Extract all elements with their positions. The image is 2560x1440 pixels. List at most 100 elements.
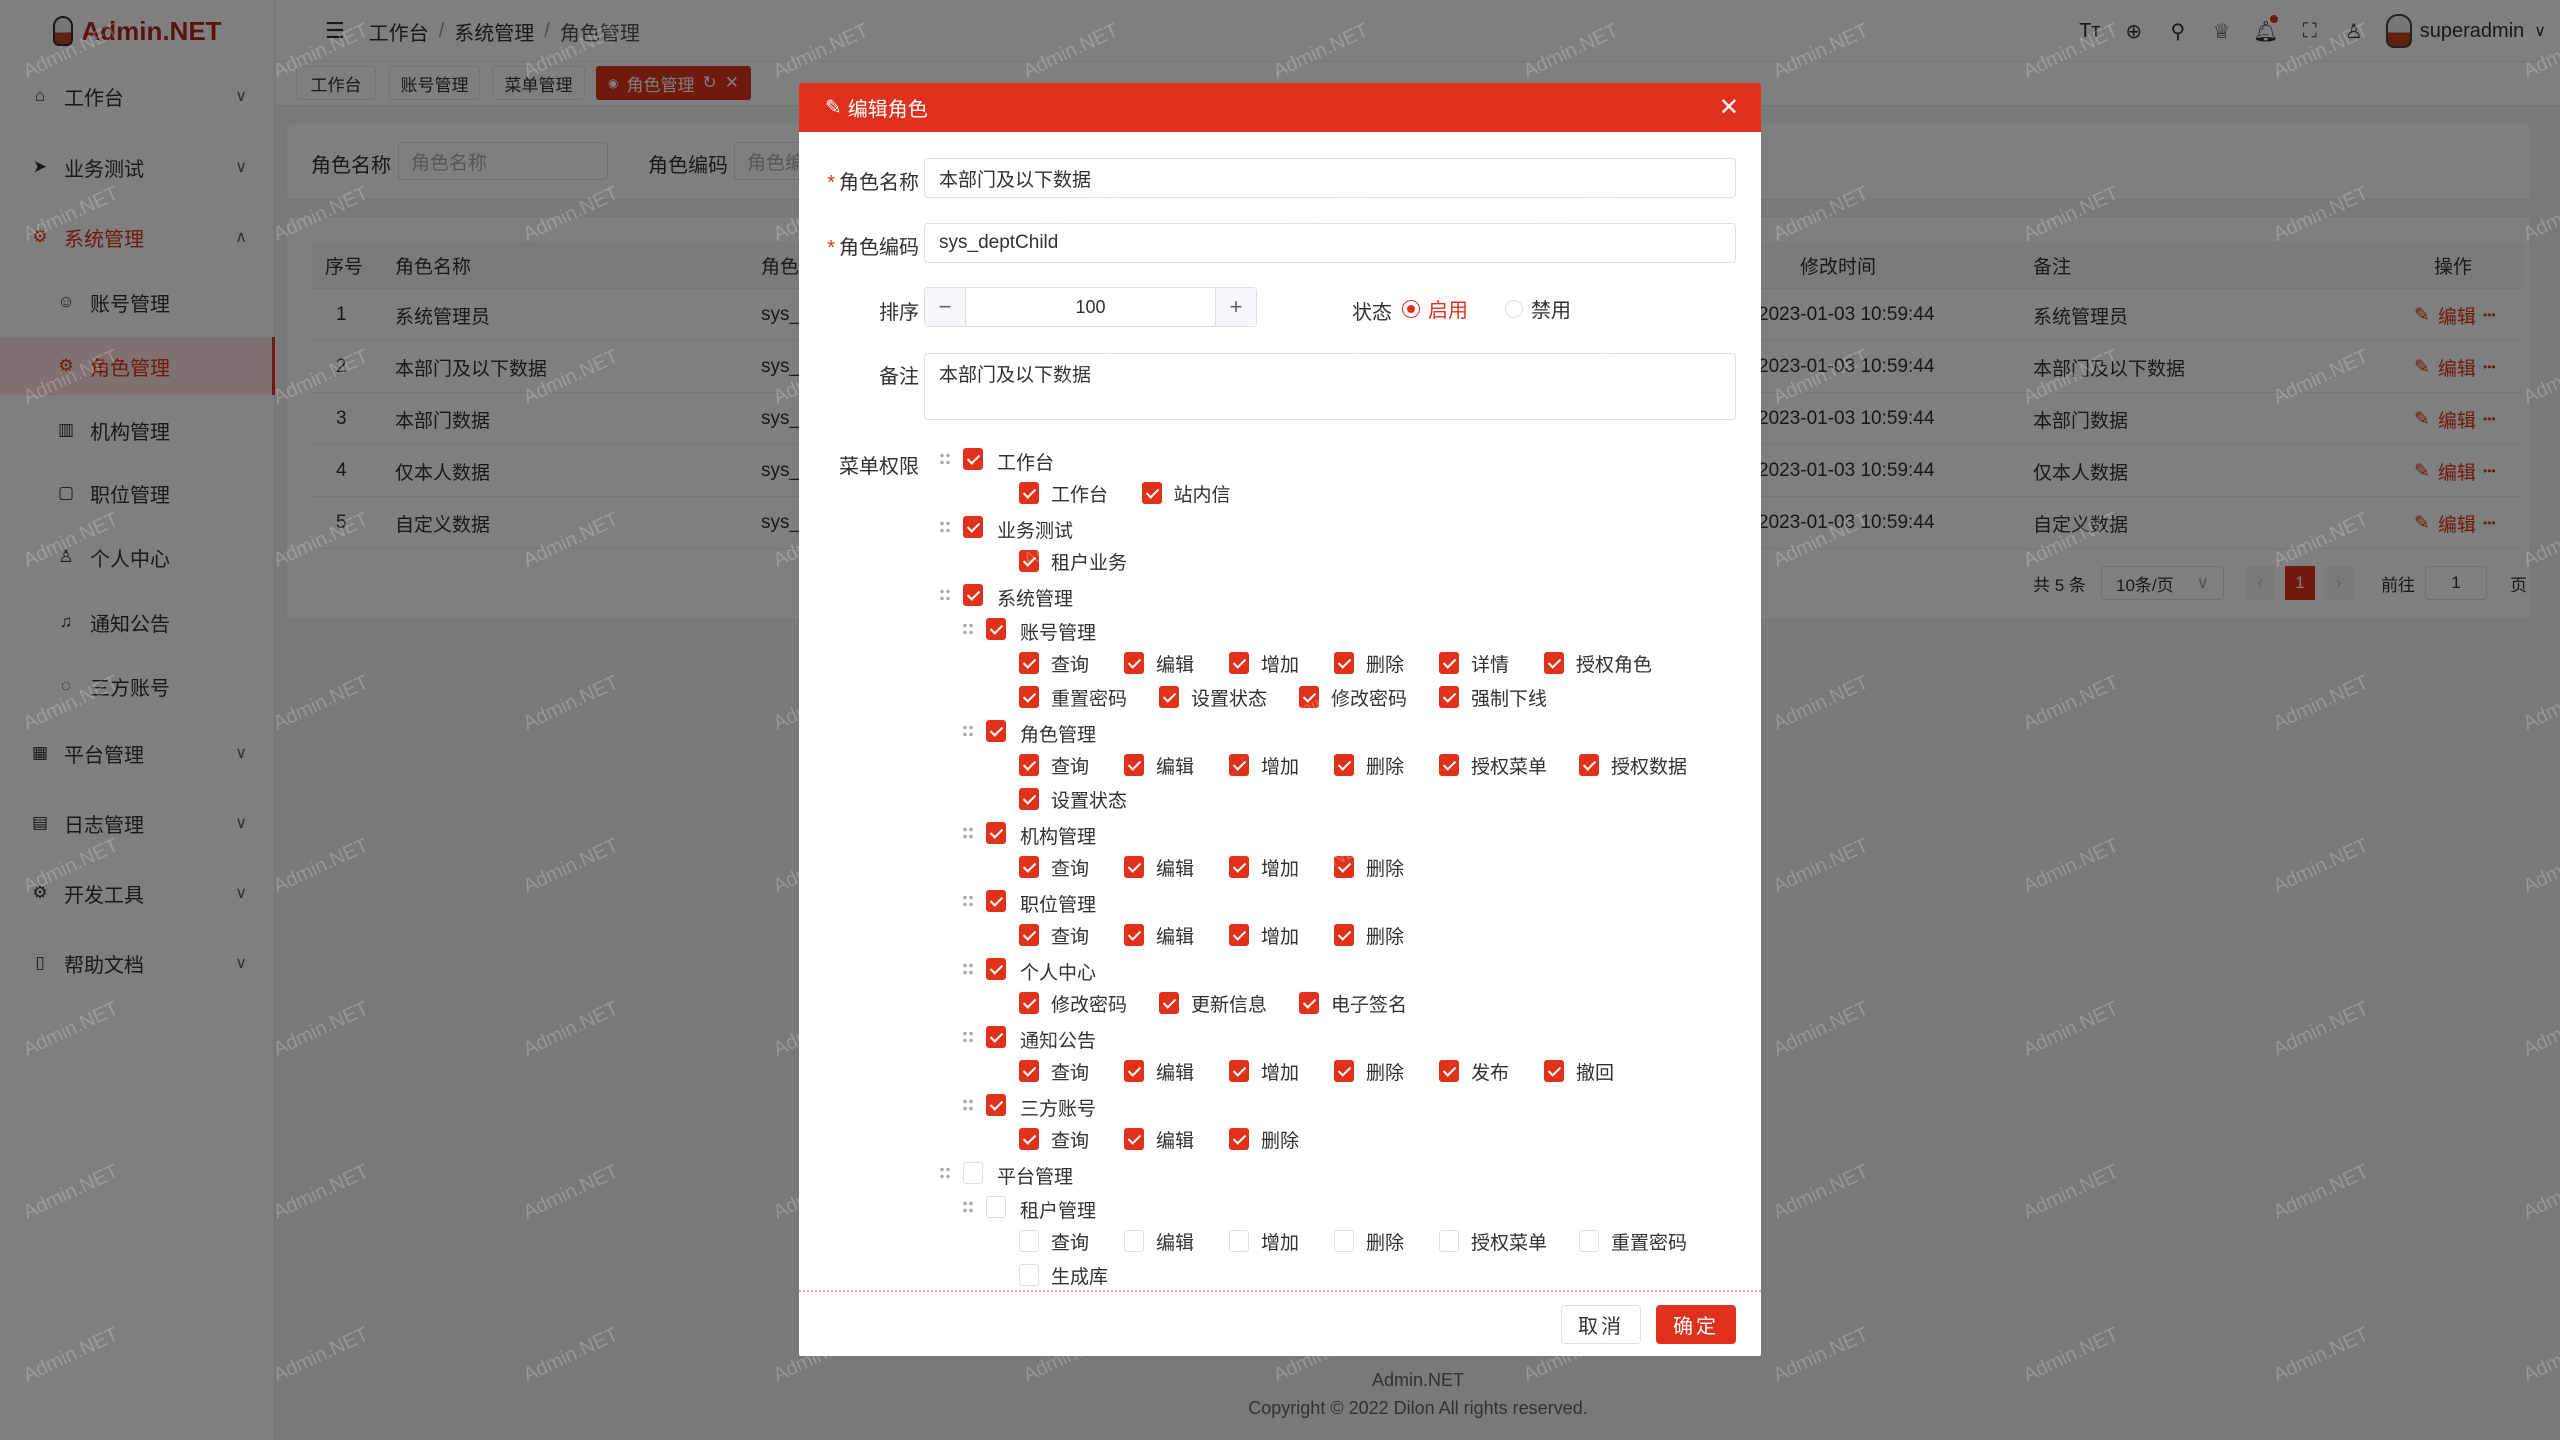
checkbox-checked[interactable]: [963, 584, 983, 606]
checkbox-checked[interactable]: [986, 1094, 1006, 1116]
increment-button[interactable]: +: [1216, 288, 1256, 326]
tree-leaf-item[interactable]: 修改密码: [1019, 986, 1159, 1020]
tree-leaf-item[interactable]: 删除: [1334, 1054, 1439, 1088]
checkbox-checked[interactable]: [1124, 652, 1144, 674]
tree-node[interactable]: 通知公告: [939, 1020, 1761, 1054]
checkbox-checked[interactable]: [1019, 856, 1039, 878]
checkbox-checked[interactable]: [1019, 1060, 1039, 1082]
tree-leaf-item[interactable]: 删除: [1229, 1122, 1334, 1156]
tree-leaf-item[interactable]: 设置状态: [1159, 680, 1299, 714]
drag-handle-icon[interactable]: [962, 894, 974, 908]
tree-leaf-item[interactable]: 电子签名: [1299, 986, 1439, 1020]
tree-leaf-item[interactable]: 增加: [1229, 850, 1334, 884]
checkbox-checked[interactable]: [1159, 992, 1179, 1014]
tree-leaf-item[interactable]: 编辑: [1124, 850, 1229, 884]
order-input[interactable]: 100: [965, 288, 1216, 326]
checkbox-checked[interactable]: [963, 448, 983, 470]
checkbox-checked[interactable]: [1019, 686, 1039, 708]
tree-leaf-item[interactable]: 删除: [1334, 748, 1439, 782]
tree-leaf-item[interactable]: 编辑: [1124, 748, 1229, 782]
tree-leaf-item[interactable]: 删除: [1334, 850, 1439, 884]
checkbox-checked[interactable]: [963, 516, 983, 538]
checkbox-unchecked[interactable]: [1019, 1230, 1039, 1252]
drag-handle-icon[interactable]: [962, 622, 974, 636]
decrement-button[interactable]: −: [925, 288, 965, 326]
tree-node[interactable]: 账号管理: [939, 612, 1761, 646]
tree-leaf-item[interactable]: 生成库: [1019, 1258, 1142, 1292]
tree-leaf-item[interactable]: 编辑: [1124, 1122, 1229, 1156]
checkbox-checked[interactable]: [1334, 1060, 1354, 1082]
drag-handle-icon[interactable]: [962, 826, 974, 840]
tree-leaf-item[interactable]: 修改密码: [1299, 680, 1439, 714]
tree-leaf-item[interactable]: 站内信: [1141, 476, 1265, 510]
checkbox-unchecked[interactable]: [1229, 1230, 1249, 1252]
tree-leaf-item[interactable]: 删除: [1334, 646, 1439, 680]
tree-leaf-item[interactable]: 查询: [1019, 748, 1124, 782]
tree-node[interactable]: 机构管理: [939, 816, 1761, 850]
checkbox-checked[interactable]: [1439, 652, 1459, 674]
tree-leaf-item[interactable]: 授权菜单: [1439, 748, 1579, 782]
tree-node[interactable]: 角色管理: [939, 714, 1761, 748]
checkbox-checked[interactable]: [986, 720, 1006, 742]
tree-node[interactable]: 平台管理: [939, 1156, 1761, 1190]
tree-leaf-item[interactable]: 增加: [1229, 1054, 1334, 1088]
tree-leaf-item[interactable]: 查询: [1019, 1224, 1124, 1258]
checkbox-checked[interactable]: [1439, 1060, 1459, 1082]
checkbox-unchecked[interactable]: [1334, 1230, 1354, 1252]
tree-leaf-item[interactable]: 重置密码: [1019, 680, 1159, 714]
checkbox-checked[interactable]: [1124, 924, 1144, 946]
confirm-button[interactable]: 确定: [1656, 1305, 1736, 1344]
checkbox-checked[interactable]: [1124, 1060, 1144, 1082]
checkbox-checked[interactable]: [1124, 1128, 1144, 1150]
tree-node[interactable]: 个人中心: [939, 952, 1761, 986]
checkbox-checked[interactable]: [986, 958, 1006, 980]
checkbox-checked[interactable]: [1544, 1060, 1564, 1082]
drag-handle-icon[interactable]: [939, 452, 951, 466]
drag-handle-icon[interactable]: [939, 520, 951, 534]
drag-handle-icon[interactable]: [939, 1166, 951, 1180]
drag-handle-icon[interactable]: [962, 1098, 974, 1112]
checkbox-checked[interactable]: [1229, 652, 1249, 674]
checkbox-checked[interactable]: [1229, 754, 1249, 776]
checkbox-checked[interactable]: [1019, 924, 1039, 946]
checkbox-checked[interactable]: [1579, 754, 1599, 776]
tree-leaf-item[interactable]: 授权菜单: [1439, 1224, 1579, 1258]
checkbox-checked[interactable]: [1229, 856, 1249, 878]
tree-leaf-item[interactable]: 查询: [1019, 1054, 1124, 1088]
checkbox-checked[interactable]: [1439, 754, 1459, 776]
checkbox-checked[interactable]: [1159, 686, 1179, 708]
checkbox-unchecked[interactable]: [1439, 1230, 1459, 1252]
tree-leaf-item[interactable]: 详情: [1439, 646, 1544, 680]
checkbox-checked[interactable]: [1544, 652, 1564, 674]
tree-leaf-item[interactable]: 编辑: [1124, 1224, 1229, 1258]
checkbox-checked[interactable]: [1124, 754, 1144, 776]
drag-handle-icon[interactable]: [962, 962, 974, 976]
checkbox-unchecked[interactable]: [1579, 1230, 1599, 1252]
drag-handle-icon[interactable]: [962, 1030, 974, 1044]
checkbox-checked[interactable]: [1019, 550, 1039, 572]
checkbox-checked[interactable]: [986, 618, 1006, 640]
dialog-close-icon[interactable]: ✕: [1718, 94, 1739, 121]
checkbox-checked[interactable]: [1299, 686, 1319, 708]
tree-leaf-item[interactable]: 查询: [1019, 850, 1124, 884]
tree-leaf-item[interactable]: 授权角色: [1544, 646, 1684, 680]
role-name-field[interactable]: 本部门及以下数据: [924, 158, 1736, 198]
tree-leaf-item[interactable]: 设置状态: [1019, 782, 1159, 816]
tree-node[interactable]: 工作台: [939, 442, 1761, 476]
tree-leaf-item[interactable]: 查询: [1019, 918, 1124, 952]
tree-leaf-item[interactable]: 编辑: [1124, 918, 1229, 952]
tree-leaf-item[interactable]: 删除: [1334, 918, 1439, 952]
tree-leaf-item[interactable]: 强制下线: [1439, 680, 1579, 714]
checkbox-checked[interactable]: [1334, 652, 1354, 674]
checkbox-checked[interactable]: [1439, 686, 1459, 708]
tree-leaf-item[interactable]: 重置密码: [1579, 1224, 1719, 1258]
checkbox-unchecked[interactable]: [986, 1196, 1006, 1218]
cancel-button[interactable]: 取消: [1561, 1305, 1641, 1344]
checkbox-checked[interactable]: [1334, 856, 1354, 878]
tree-leaf-item[interactable]: 增加: [1229, 918, 1334, 952]
tree-leaf-item[interactable]: 删除: [1334, 1224, 1439, 1258]
tree-node[interactable]: 租户管理: [939, 1190, 1761, 1224]
tree-leaf-item[interactable]: 增加: [1229, 646, 1334, 680]
tree-leaf-item[interactable]: 增加: [1229, 1224, 1334, 1258]
checkbox-checked[interactable]: [1229, 924, 1249, 946]
